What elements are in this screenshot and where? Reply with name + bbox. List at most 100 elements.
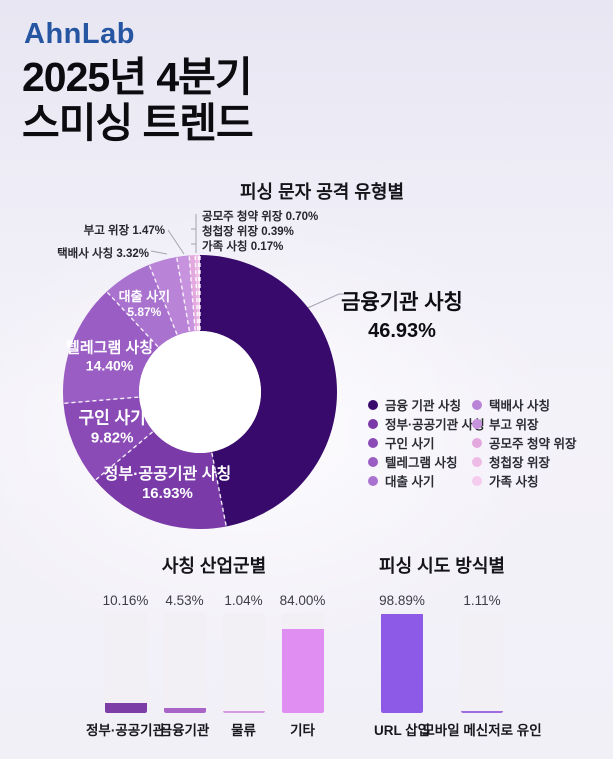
legend-item: 대출 사기: [368, 471, 485, 490]
bar-column: 4.53% 금융기관: [155, 593, 214, 739]
legend-item: 정부·공공기관 사칭: [368, 414, 485, 433]
bar-value-label: 98.89%: [379, 593, 425, 608]
legend-item: 공모주 청약 위장: [472, 433, 576, 452]
bar-track: [104, 613, 147, 713]
legend-label: 청첩장 위장: [489, 456, 550, 470]
legend-label: 부고 위장: [489, 418, 539, 432]
bar-category-label: 정부·공공기관: [86, 723, 166, 738]
legend-item: 부고 위장: [472, 414, 576, 433]
donut-slice-2: [63, 397, 154, 481]
donut-chart: 정부·공공기관 사칭 16.93% 구인 사기 9.82% 텔레그램 사칭 14.40% 대…: [63, 255, 337, 529]
legend-item: 청첩장 위장: [472, 452, 576, 471]
legend-label: 구인 사기: [385, 437, 435, 451]
donut-inner-label-2: 구인 사기 9.82%: [78, 408, 146, 447]
bar-column: 84.00% 기타: [273, 593, 332, 739]
bar-value-label: 1.11%: [463, 593, 501, 608]
legend-item: 택배사 사칭: [472, 395, 576, 414]
donut-separator: [194, 255, 199, 331]
legend-dot-icon: [368, 399, 378, 410]
donut-separator: [95, 431, 154, 481]
donut-slice-1: [95, 431, 227, 529]
bar-fill: [222, 711, 265, 713]
bar-column: 10.16% 정부·공공기관: [86, 593, 165, 739]
donut-label-parcel: 택배사 사칭 3.32%: [57, 248, 149, 260]
bar-chart-industry: 사칭 산업군별 10.16% 정부·공공기관 4.53% 금융기관 1.04% 물류 84.…: [86, 552, 332, 739]
legend-dot-icon: [368, 418, 378, 429]
donut-svg: [63, 255, 337, 529]
legend-dot-icon: [368, 437, 378, 448]
donut-separator: [176, 257, 191, 332]
bar-fill: [381, 614, 423, 713]
bar-chart-method: 피싱 시도 방식별 98.89% URL 삽입 1.11% 모바일 메신저로 유인: [362, 552, 542, 739]
donut-inner-label-1: 정부·공공기관 사칭 16.93%: [103, 466, 232, 503]
donut-inner-label-4: 대출 사기 5.87%: [118, 288, 171, 319]
donut-callout-finance: 금융기관 사칭 46.93%: [336, 286, 468, 343]
main-title: 2025년 4분기 스미싱 트렌드: [22, 54, 254, 147]
callout-label: 금융기관 사칭: [341, 291, 463, 314]
bar-category-label: URL 삽입: [373, 723, 431, 738]
donut-slice-5: [149, 257, 190, 336]
bar-column: 1.04% 물류: [214, 593, 273, 739]
donut-separator: [106, 291, 159, 348]
bar-category-label: 모바일 메신저로 유인: [422, 723, 542, 738]
donut-separator: [63, 396, 139, 405]
bar-track: [163, 613, 206, 713]
bar-column: 98.89% URL 삽입: [362, 593, 442, 739]
donut-hole: [139, 331, 261, 453]
donut-separator: [197, 255, 201, 331]
bar-chart-industry-title: 사칭 산업군별: [161, 556, 267, 576]
bar-value-label: 1.04%: [224, 593, 263, 608]
bar-track: [461, 613, 503, 713]
legend-item: 구인 사기: [368, 433, 485, 452]
donut-label-wedding: 청첩장 위장 0.39%: [202, 226, 294, 238]
donut-inner-label-3: 텔레그램 사칭 14.40%: [66, 339, 154, 374]
bar-fill: [104, 703, 147, 713]
donut-label-obituary: 부고 위장 1.47%: [83, 225, 165, 237]
legend-dot-icon: [368, 475, 378, 486]
donut-separator: [211, 452, 227, 527]
bar-column: 1.11% 모바일 메신저로 유인: [422, 593, 541, 739]
legend-item: 가족 사칭: [472, 471, 576, 490]
bar-chart-method-title: 피싱 시도 방식별: [379, 556, 505, 576]
bar-chart-method-bars: 98.89% URL 삽입 1.11% 모바일 메신저로 유인: [362, 593, 542, 739]
donut-slice-0: [200, 255, 337, 527]
bar-fill: [461, 711, 503, 713]
donut-label-family: 가족 사칭 0.17%: [202, 241, 284, 253]
legend-dot-icon: [368, 456, 378, 467]
legend-label: 가족 사칭: [489, 475, 539, 489]
legend-label: 정부·공공기관 사칭: [385, 418, 485, 432]
bar-track: [222, 613, 265, 713]
main-title-line2: 스미싱 트렌드: [22, 100, 254, 147]
bar-fill: [281, 629, 324, 713]
donut-separator: [188, 255, 196, 331]
bar-value-label: 10.16%: [102, 593, 149, 608]
donut-slice-3: [63, 291, 159, 404]
bar-track: [381, 613, 423, 713]
legend-dot-icon: [472, 399, 482, 410]
legend-dot-icon: [472, 475, 482, 486]
bar-category-label: 물류: [231, 723, 256, 738]
donut-slice-4: [106, 264, 178, 348]
donut-separator: [148, 264, 178, 335]
bar-value-label: 84.00%: [279, 593, 326, 608]
callout-value: 46.93%: [368, 320, 436, 342]
main-title-line1: 2025년 4분기: [22, 54, 253, 100]
bar-category-label: 금융기관: [159, 723, 210, 738]
legend-label: 텔레그램 사칭: [385, 456, 458, 470]
bar-category-label: 기타: [290, 723, 315, 738]
donut-label-ipo: 공모주 청약 위장 0.70%: [202, 211, 319, 223]
legend-dot-icon: [472, 418, 482, 429]
bar-fill: [163, 708, 206, 713]
leader-line-parcel: [150, 250, 168, 255]
bar-value-label: 4.53%: [165, 593, 204, 608]
bar-chart-industry-bars: 10.16% 정부·공공기관 4.53% 금융기관 1.04% 물류 84.00% 기타: [86, 593, 332, 739]
leader-line-obituary: [167, 229, 185, 255]
legend-item: 금융 기관 사칭: [368, 395, 485, 414]
donut-slice-6: [176, 255, 196, 332]
donut-chart-title: 피싱 문자 공격 유형별: [239, 182, 405, 202]
legend-label: 택배사 사칭: [489, 399, 550, 413]
ahnlab-logo: AhnLab: [24, 18, 135, 50]
